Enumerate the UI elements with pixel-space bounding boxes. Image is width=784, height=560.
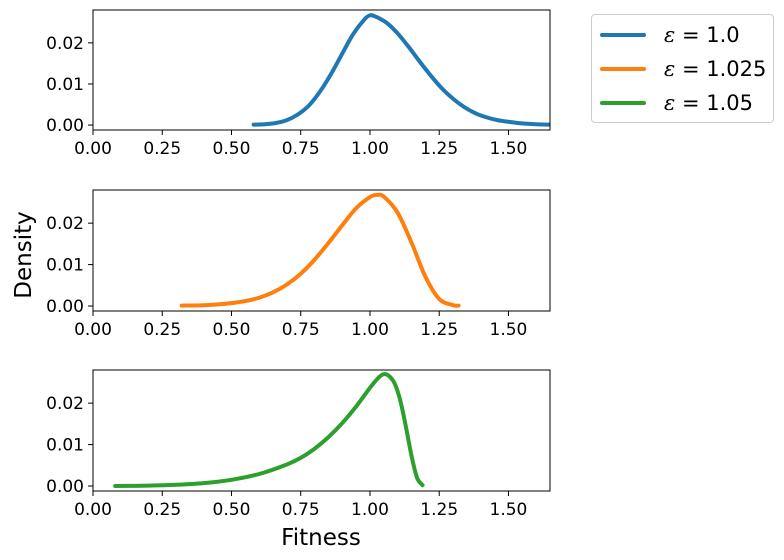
- y-tick-label: 0.00: [46, 297, 84, 317]
- x-tick-label: 1.50: [490, 139, 528, 159]
- axes-frame: [92, 189, 551, 312]
- x-tick-label: 0.00: [74, 139, 112, 159]
- x-tick-label: 1.00: [351, 500, 389, 520]
- series-line-3: [113, 372, 425, 489]
- legend-label: ε = 1.0: [664, 23, 740, 47]
- subplot-1: 0.00 0.25 0.50 0.75 1.00 1.25 1.50 0.00 0.01 0.02: [46, 9, 551, 159]
- x-tick-label: 0.00: [74, 500, 112, 520]
- y-tick-label: 0.02: [46, 394, 84, 414]
- legend-label: ε = 1.05: [664, 91, 753, 115]
- x-tick-label: 0.25: [143, 320, 181, 340]
- y-tick-label: 0.01: [46, 256, 84, 276]
- x-tick-label: 1.25: [420, 500, 458, 520]
- legend: ε = 1.0 ε = 1.025 ε = 1.05: [591, 14, 774, 123]
- x-tick-label: 0.75: [282, 320, 320, 340]
- x-tick-label: 1.00: [351, 320, 389, 340]
- y-tick-label: 0.00: [46, 116, 84, 136]
- x-tick-label: 0.25: [143, 139, 181, 159]
- x-tick-label: 0.50: [213, 500, 251, 520]
- legend-line-orange: [600, 67, 646, 71]
- subplot-3: 0.00 0.25 0.50 0.75 1.00 1.25 1.50 0.00 0.01 0.02: [46, 369, 551, 520]
- x-axis-label: Fitness: [281, 525, 361, 551]
- series-line-2: [179, 192, 461, 308]
- x-tick-label: 1.50: [490, 500, 528, 520]
- axes-frame: [92, 9, 551, 131]
- x-tick-label: 1.25: [420, 320, 458, 340]
- legend-line-blue: [600, 33, 646, 37]
- y-tick-label: 0.00: [46, 477, 84, 497]
- x-tick-label: 1.00: [351, 139, 389, 159]
- legend-item-eps-1-0: ε = 1.0: [600, 20, 740, 50]
- legend-item-eps-1-05: ε = 1.05: [600, 88, 753, 118]
- x-tick-label: 1.25: [420, 139, 458, 159]
- y-tick-label: 0.02: [46, 34, 84, 54]
- legend-line-green: [600, 101, 646, 105]
- y-tick-label: 0.01: [46, 75, 84, 95]
- x-tick-label: 0.00: [74, 320, 112, 340]
- legend-item-eps-1-025: ε = 1.025: [600, 54, 766, 84]
- y-tick-label: 0.02: [46, 214, 84, 234]
- legend-label: ε = 1.025: [664, 57, 767, 81]
- y-axis-label: Density: [11, 211, 37, 298]
- subplot-2: 0.00 0.25 0.50 0.75 1.00 1.25 1.50 0.00 0.01 0.02: [46, 189, 551, 340]
- x-tick-label: 0.50: [213, 139, 251, 159]
- y-tick-label: 0.01: [46, 436, 84, 456]
- x-tick-label: 0.75: [282, 500, 320, 520]
- series-line-1: [251, 13, 550, 127]
- x-tick-label: 1.50: [490, 320, 528, 340]
- x-tick-label: 0.50: [213, 320, 251, 340]
- x-tick-label: 0.25: [143, 500, 181, 520]
- x-tick-label: 0.75: [282, 139, 320, 159]
- axes-frame: [92, 369, 551, 492]
